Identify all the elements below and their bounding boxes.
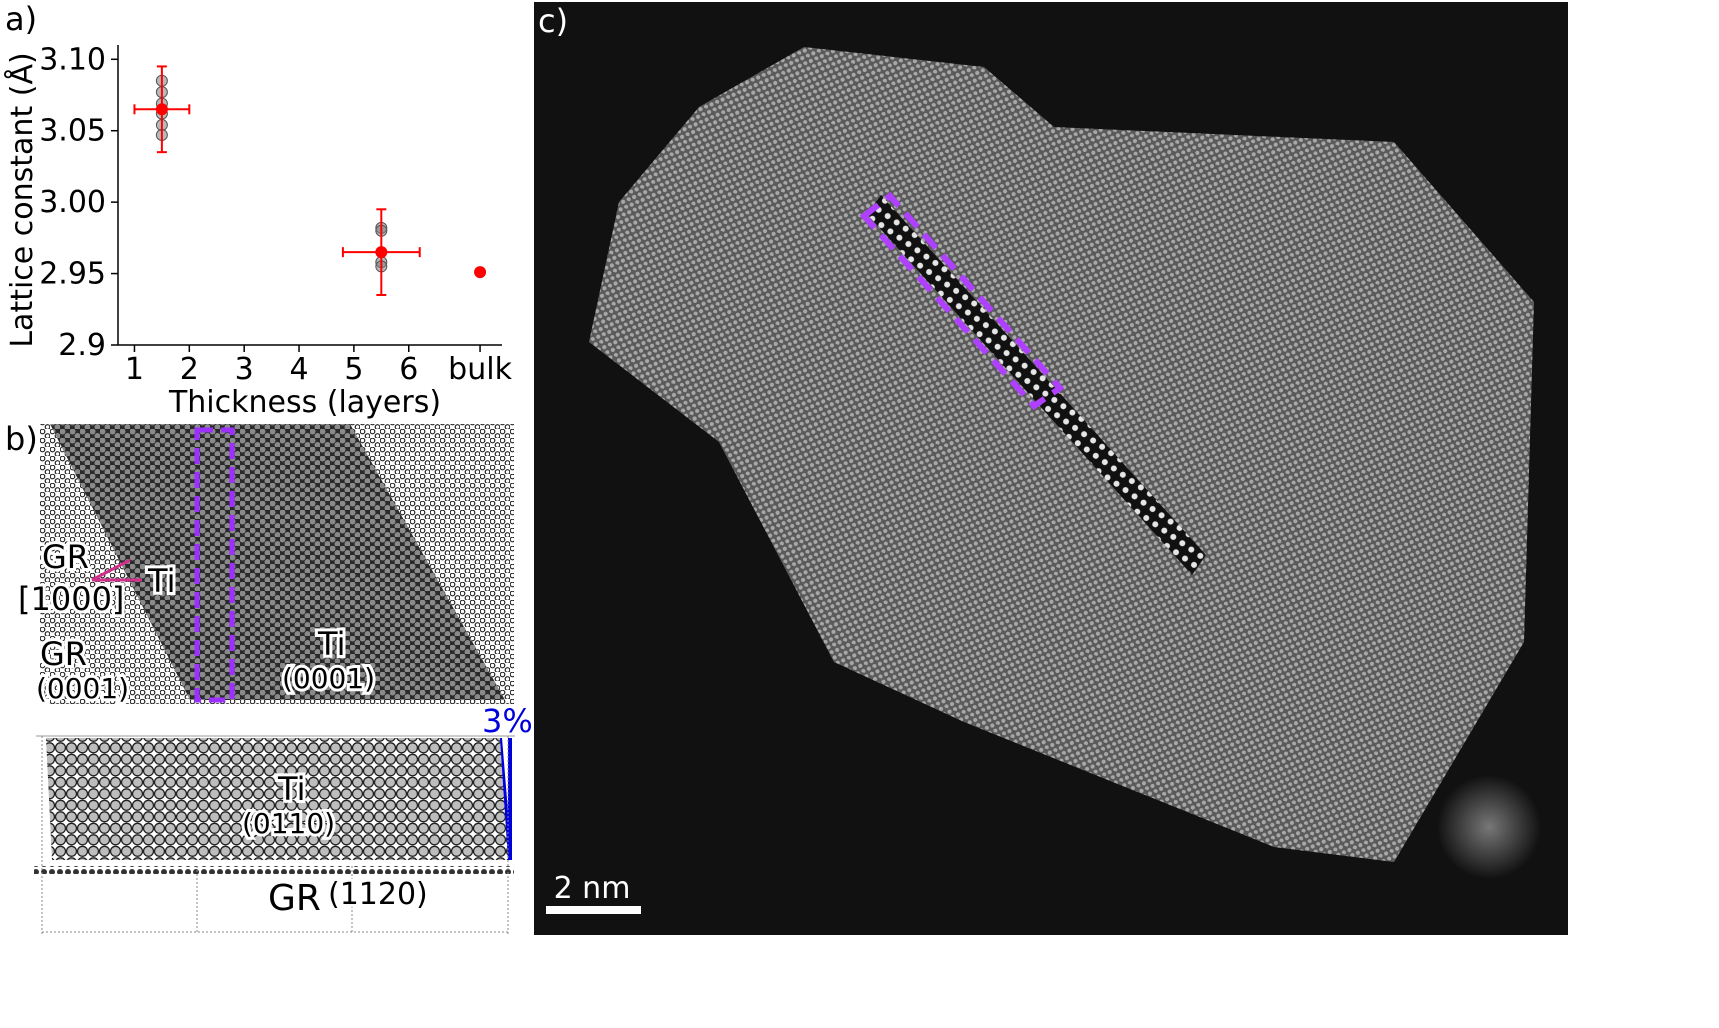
- graphene-side-row: [34, 866, 514, 874]
- simulated-image-strip: [867, 195, 1206, 575]
- secondary-nanoparticle: [1437, 775, 1541, 879]
- lattice-constant-chart: 1 2 3 4 5 6 bulk 2.9 2.95 3.00 3.05 3.10 Thickness …: [4, 42, 513, 420]
- x-tick-label: 2: [180, 352, 199, 387]
- y-tick-label: 3.00: [39, 185, 106, 220]
- x-tick-label: 5: [344, 352, 363, 387]
- highlight-box-b: [194, 427, 235, 703]
- panel-b-label: b): [5, 420, 38, 458]
- side-ti-label: Ti: [277, 770, 305, 808]
- ti-direction-label: Ti: [147, 562, 175, 600]
- side-gr-index: (1120): [328, 877, 428, 912]
- structure-schematic: GR [1000] Ti GR (0001) Ti (0001) 3% Ti (…: [15, 424, 533, 934]
- panel-a-label: a): [5, 0, 38, 38]
- chart-marks: [133, 65, 487, 296]
- x-tick-label: 6: [399, 352, 418, 387]
- side-ti-index: (0110): [242, 807, 335, 840]
- gr-plane-label: GR: [40, 635, 87, 673]
- gr-direction-label: GR: [42, 538, 89, 576]
- mean-data-point: [155, 103, 168, 116]
- x-tick-label: 1: [125, 352, 144, 387]
- mean-data-point: [375, 246, 388, 259]
- strain-label: 3%: [482, 702, 533, 740]
- x-axis-label: Thickness (layers): [168, 385, 441, 420]
- ti-island: [50, 424, 505, 700]
- gr-direction-index: [1000]: [18, 580, 124, 618]
- chart-axes: 1 2 3 4 5 6 bulk 2.9 2.95 3.00 3.05 3.10: [39, 42, 512, 387]
- y-axis-label: Lattice constant (Å): [4, 52, 40, 347]
- y-tick-label: 3.05: [39, 114, 106, 149]
- scale-bar: [546, 906, 641, 914]
- x-tick-label: 4: [289, 352, 308, 387]
- y-tick-label: 2.95: [39, 257, 106, 292]
- y-tick-label: 3.10: [39, 42, 106, 77]
- stem-image: c) 2 nm: [534, 2, 1568, 935]
- x-tick-label: bulk: [448, 352, 512, 387]
- side-gr-label: GR: [268, 878, 321, 919]
- scale-bar-label: 2 nm: [554, 871, 631, 906]
- mean-data-point: [474, 266, 487, 279]
- titanium-nanoflake: [589, 47, 1534, 862]
- y-tick-label: 2.9: [58, 328, 106, 363]
- ti-plane-index: (0001): [282, 662, 375, 695]
- gr-direction-arrow: [91, 558, 131, 582]
- gr-plane-index: (0001): [36, 672, 129, 705]
- x-tick-label: 3: [235, 352, 254, 387]
- ti-plane-label: Ti: [317, 625, 345, 663]
- highlight-box-c: [859, 191, 1065, 410]
- panel-c-label: c): [538, 2, 568, 40]
- ti-side-lattice: [46, 738, 508, 860]
